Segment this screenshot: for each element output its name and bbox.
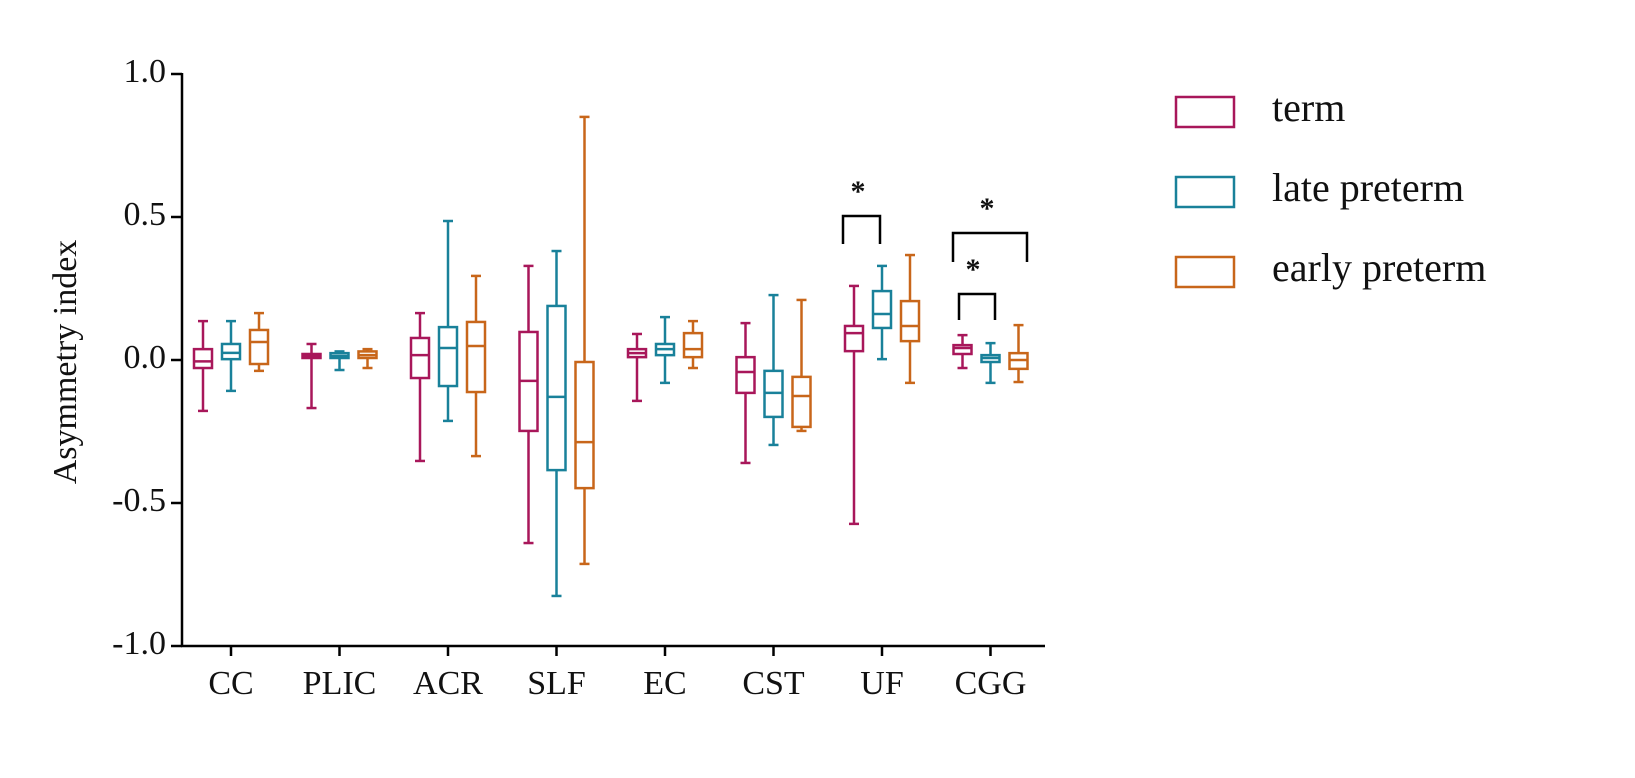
box — [248, 328, 270, 366]
box — [871, 289, 893, 330]
x-tick-label: CST — [742, 665, 805, 702]
legend-swatch — [1174, 175, 1236, 209]
legend-label: early preterm — [1272, 245, 1486, 290]
significance-label: * — [966, 253, 981, 286]
significance-bracket — [957, 292, 997, 320]
box — [682, 331, 704, 359]
box — [735, 355, 756, 395]
box — [574, 360, 595, 490]
box — [192, 347, 214, 370]
box — [952, 343, 973, 356]
box — [220, 342, 242, 361]
y-tick-label: 0.0 — [124, 339, 167, 376]
box — [437, 325, 459, 388]
significance-bracket — [841, 214, 882, 244]
x-tick-label: CGG — [955, 665, 1027, 702]
x-tick-label: UF — [860, 665, 903, 702]
x-tick-label: EC — [643, 665, 686, 702]
legend-label: term — [1272, 85, 1345, 130]
x-tick-label: PLIC — [303, 665, 377, 702]
box — [546, 304, 567, 472]
significance-label: * — [980, 192, 995, 225]
y-tick-label: 0.5 — [124, 196, 167, 233]
legend-swatch — [1174, 255, 1236, 289]
y-tick-label: 1.0 — [124, 53, 167, 90]
box — [409, 336, 431, 380]
significance-bracket — [951, 231, 1029, 262]
box — [843, 324, 865, 353]
legend-swatch — [1174, 95, 1236, 129]
significance-label: * — [851, 175, 866, 208]
x-tick-label: CC — [208, 665, 253, 702]
x-tick-label: ACR — [413, 665, 483, 702]
box — [899, 299, 921, 343]
y-axis-title: Asymmetry index — [47, 240, 84, 485]
legend-label: late preterm — [1272, 165, 1464, 210]
x-tick-label: SLF — [527, 665, 586, 702]
y-tick-label: -0.5 — [112, 482, 166, 519]
box — [465, 320, 487, 394]
box — [791, 375, 812, 429]
y-tick-label: -1.0 — [112, 625, 166, 662]
